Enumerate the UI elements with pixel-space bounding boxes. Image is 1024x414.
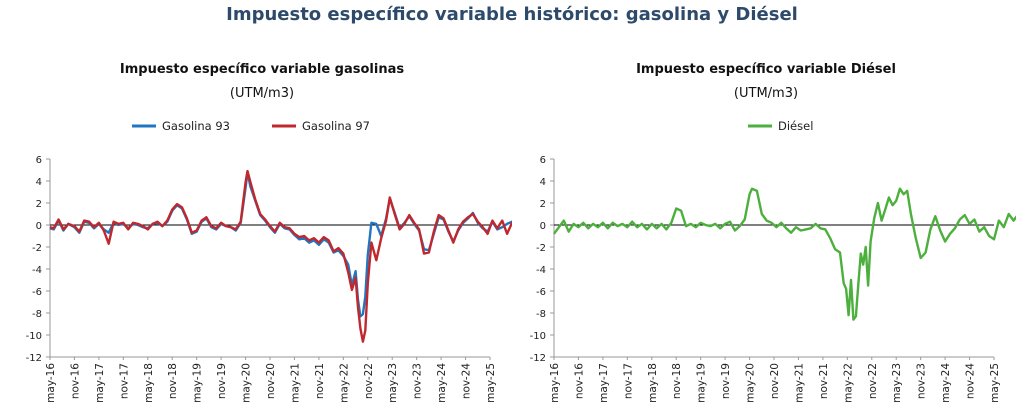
chart-subtitle: (UTM/m3) — [229, 86, 295, 101]
series-line-gasolina-97 — [49, 169, 512, 343]
x-tick-label: may-24 — [436, 363, 448, 403]
legend-label: Diésel — [778, 119, 813, 133]
x-tick-label: may-25 — [485, 363, 497, 403]
chart-title: Impuesto específico variable Diésel — [636, 62, 896, 77]
x-tick-label: may-18 — [143, 363, 155, 403]
legend-label: Gasolina 97 — [302, 119, 370, 133]
x-tick-label: nov-16 — [69, 363, 81, 399]
x-tick-label: nov-19 — [216, 363, 228, 399]
x-tick-label: nov-18 — [167, 363, 179, 399]
y-tick-label: -6 — [536, 287, 546, 298]
x-tick-label: nov-21 — [818, 363, 830, 399]
x-tick-label: may-24 — [940, 363, 952, 403]
y-tick-label: 6 — [540, 155, 546, 166]
y-tick-label: -10 — [530, 331, 546, 342]
x-tick-label: nov-21 — [314, 363, 326, 399]
y-tick-label: -4 — [536, 265, 546, 276]
x-tick-label: nov-20 — [769, 363, 781, 399]
y-tick-label: 0 — [540, 221, 546, 232]
y-tick-label: -4 — [32, 265, 42, 276]
x-tick-label: nov-23 — [412, 363, 424, 399]
x-tick-label: may-25 — [989, 363, 1001, 403]
y-tick-label: -2 — [32, 243, 42, 254]
x-tick-label: may-19 — [192, 363, 204, 403]
x-tick-label: may-21 — [289, 363, 301, 403]
x-tick-label: may-16 — [45, 363, 57, 403]
diesel-chart-panel: Impuesto específico variable Diésel (UTM… — [516, 52, 1016, 414]
x-tick-label: nov-16 — [573, 363, 585, 399]
series-line-gasolina-93 — [49, 171, 512, 318]
x-tick-label: may-20 — [241, 363, 253, 403]
x-tick-label: nov-23 — [916, 363, 928, 399]
x-tick-label: may-23 — [387, 363, 399, 403]
x-tick-label: may-16 — [549, 363, 561, 403]
legend-label: Gasolina 93 — [162, 119, 230, 133]
y-tick-label: -8 — [32, 309, 42, 320]
x-tick-label: may-21 — [793, 363, 805, 403]
y-tick-label: 0 — [36, 221, 42, 232]
x-tick-label: may-20 — [745, 363, 757, 403]
x-tick-label: nov-22 — [867, 363, 879, 399]
x-tick-label: nov-17 — [118, 363, 130, 399]
y-tick-label: 2 — [36, 199, 42, 210]
main-title: Impuesto específico variable histórico: … — [226, 4, 798, 25]
x-tick-label: nov-18 — [671, 363, 683, 399]
y-tick-label: -8 — [536, 309, 546, 320]
x-tick-label: nov-24 — [965, 363, 977, 399]
x-tick-label: may-17 — [598, 363, 610, 403]
y-tick-label: 2 — [540, 199, 546, 210]
x-tick-label: nov-20 — [265, 363, 277, 399]
y-tick-label: 4 — [36, 177, 42, 188]
x-tick-label: may-19 — [696, 363, 708, 403]
y-tick-label: 6 — [36, 155, 42, 166]
chart-title: Impuesto específico variable gasolinas — [119, 62, 405, 77]
x-tick-label: may-23 — [891, 363, 903, 403]
y-tick-label: -6 — [32, 287, 42, 298]
y-tick-label: 4 — [540, 177, 546, 188]
series-line-di-sel — [553, 187, 1016, 321]
x-tick-label: may-18 — [647, 363, 659, 403]
x-tick-label: nov-22 — [363, 363, 375, 399]
y-tick-label: -10 — [26, 331, 42, 342]
chart-subtitle: (UTM/m3) — [733, 86, 799, 101]
x-tick-label: may-17 — [94, 363, 106, 403]
y-tick-label: -12 — [530, 353, 546, 364]
x-tick-label: may-22 — [338, 363, 350, 403]
x-tick-label: nov-17 — [622, 363, 634, 399]
x-tick-label: nov-24 — [461, 363, 473, 399]
y-tick-label: -2 — [536, 243, 546, 254]
x-tick-label: may-22 — [842, 363, 854, 403]
y-tick-label: -12 — [26, 353, 42, 364]
x-tick-label: nov-19 — [720, 363, 732, 399]
gasoline-chart-panel: Impuesto específico variable gasolinas (… — [12, 52, 512, 414]
